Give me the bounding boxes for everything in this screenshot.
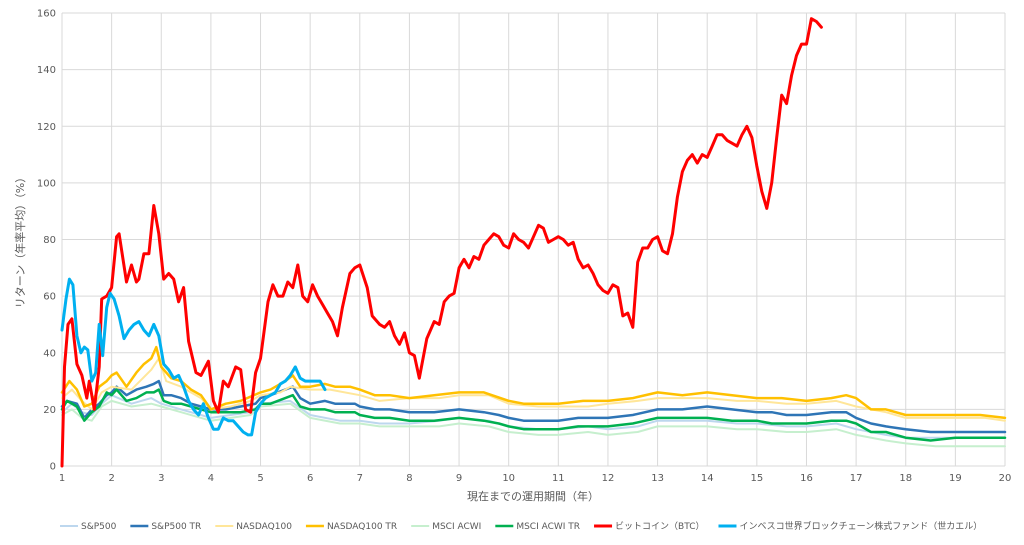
x-tick-label: 6	[307, 473, 313, 484]
series-line-3	[60, 345, 1007, 420]
y-tick-label: 120	[37, 122, 56, 133]
y-axis-title: リターン（年率平均）（%）	[13, 172, 27, 308]
y-tick-labels: 0 20 40 60 80 100 120 140 160	[37, 9, 56, 473]
legend: S&P500 S&P500 TR NASDAQ100 NASDAQ100 TR MSCI…	[60, 520, 982, 532]
gridlines	[61, 12, 1006, 467]
y-tick-label: 160	[37, 9, 56, 20]
x-tick-label: 18	[899, 473, 912, 484]
x-tick-label: 2	[108, 473, 114, 484]
series-line-6	[60, 17, 823, 468]
x-tick-label: 20	[999, 473, 1012, 484]
x-tick-label: 12	[602, 473, 615, 484]
y-tick-label: 140	[37, 65, 56, 76]
x-tick-label: 7	[357, 473, 363, 484]
x-tick-label: 17	[850, 473, 863, 484]
x-tick-label: 3	[158, 473, 164, 484]
x-tick-label: 4	[208, 473, 214, 484]
x-tick-label: 19	[949, 473, 962, 484]
legend-label: S&P500 TR	[151, 522, 201, 532]
y-tick-label: 80	[43, 235, 56, 246]
series-line-4	[61, 399, 1006, 448]
y-tick-label: 0	[50, 462, 56, 473]
series-line-1	[60, 379, 1007, 434]
x-tick-label: 15	[750, 473, 763, 484]
x-tick-label: 13	[651, 473, 664, 484]
x-axis-title: 現在までの運用期間（年）	[467, 489, 599, 503]
x-tick-label: 11	[552, 473, 565, 484]
legend-label: NASDAQ100 TR	[327, 522, 397, 532]
series-line-2	[61, 357, 1006, 422]
series-line-7	[60, 277, 327, 437]
legend-label: MSCI ACWI TR	[516, 522, 580, 532]
y-tick-label: 60	[43, 292, 56, 303]
x-tick-label: 5	[257, 473, 263, 484]
x-tick-label: 8	[406, 473, 412, 484]
x-tick-label: 16	[800, 473, 813, 484]
legend-label: ビットコイン（BTC）	[615, 521, 704, 532]
series-line-5	[60, 388, 1007, 442]
legend-label: NASDAQ100	[236, 522, 292, 532]
x-tick-label: 14	[701, 473, 714, 484]
legend-label: S&P500	[81, 522, 117, 532]
series-lines	[60, 17, 1007, 468]
legend-label: インベスコ世界ブロックチェーン株式ファンド（世カエル）	[739, 520, 982, 532]
x-tick-label: 10	[502, 473, 515, 484]
legend-label: MSCI ACWI	[432, 522, 481, 532]
x-tick-label: 9	[456, 473, 462, 484]
y-tick-label: 20	[43, 405, 56, 416]
x-tick-label: 1	[59, 473, 65, 484]
x-tick-labels: 1 2 3 4 5 6 7 8 9 10 11 12 13 14 15 16 17 18 19 20	[59, 473, 1012, 484]
y-tick-label: 40	[43, 348, 56, 359]
y-tick-label: 100	[37, 178, 56, 189]
